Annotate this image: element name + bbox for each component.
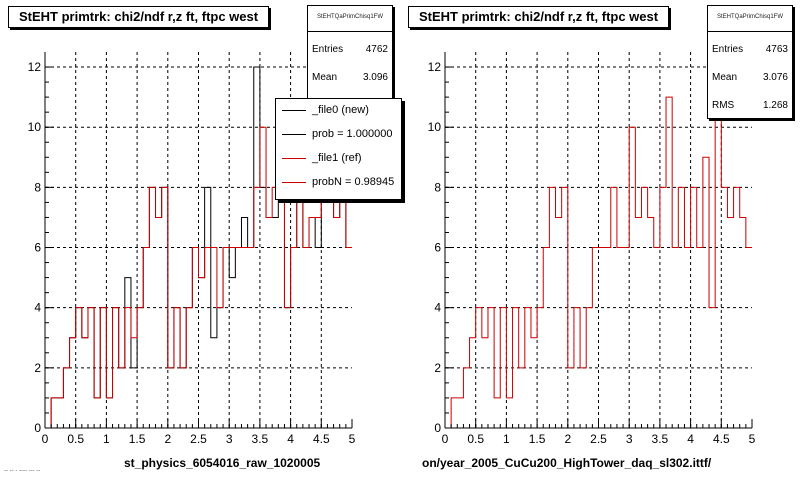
right-histogram-pad: 0 0.5 1 1.5 2 2.5 3 3.5 4 4.5 5 0 2 4 6 8 10 12 StEHT pri… bbox=[400, 0, 800, 480]
right-ytick-label: 10 bbox=[428, 120, 442, 134]
right-series-ref-line bbox=[445, 66, 752, 429]
right-xtick-label: 0 bbox=[442, 432, 449, 446]
left-plot-title: StEHT primtrk: chi2/ndf r,z ft, ftpc wes… bbox=[8, 6, 270, 28]
right-stats-row-mean: Mean 3.076 bbox=[712, 72, 788, 83]
left-stats-mean-value: 3.096 bbox=[362, 72, 388, 83]
footer-note: -- -- - ---- --- -- bbox=[4, 468, 41, 474]
right-ytick-label: 0 bbox=[434, 421, 441, 435]
left-stats-entries-value: 4762 bbox=[365, 44, 388, 55]
right-xtick-label: 5 bbox=[749, 432, 756, 446]
left-ytick-label: 0 bbox=[34, 421, 41, 435]
right-stats-histname: StEHTQaPrimChisq1FW bbox=[716, 14, 783, 20]
right-stats-row-entries: Entries 4763 bbox=[712, 44, 788, 55]
right-stats-mean-label: Mean bbox=[712, 72, 738, 83]
left-ytick-label: 10 bbox=[28, 120, 42, 134]
legend-entry-ref: _file1 (ref) bbox=[282, 149, 362, 167]
right-xtick-label: 2.5 bbox=[590, 432, 607, 446]
left-xtick-label: 1.5 bbox=[129, 432, 146, 446]
left-stats-divider bbox=[308, 31, 392, 32]
right-ytick-label: 8 bbox=[434, 180, 441, 194]
legend-entry-new: _file0 (new) bbox=[282, 101, 369, 119]
right-ytick-label: 2 bbox=[434, 361, 441, 375]
left-xtick-label: 0 bbox=[42, 432, 49, 446]
left-stats-entries-label: Entries bbox=[312, 44, 344, 55]
right-xtick-label: 2 bbox=[564, 432, 571, 446]
left-xtick-label: 3.5 bbox=[252, 432, 269, 446]
right-histogram-plot: 0 0.5 1 1.5 2 2.5 3 3.5 4 4.5 5 0 2 4 6 8 10 12 bbox=[428, 52, 756, 446]
right-stats-rms-value: 1.268 bbox=[762, 100, 788, 111]
right-plot-title: StEHT primtrk: chi2/ndf r,z ft, ftpc wes… bbox=[408, 6, 670, 28]
right-xtick-label: 4.5 bbox=[713, 432, 730, 446]
right-stats-divider bbox=[708, 31, 792, 32]
left-ytick-label: 4 bbox=[34, 301, 41, 315]
legend-label-prob: prob = 1.000000 bbox=[312, 128, 393, 140]
right-stats-entries-value: 4763 bbox=[765, 44, 788, 55]
right-stats-rms-label: RMS bbox=[712, 100, 735, 111]
left-ytick-label: 6 bbox=[34, 241, 41, 255]
right-stats-mean-value: 3.076 bbox=[762, 72, 788, 83]
right-xtick-label: 1.5 bbox=[529, 432, 546, 446]
right-xtick-label: 3 bbox=[626, 432, 633, 446]
legend-swatch-new bbox=[282, 109, 306, 111]
right-x-axis-label: on/year_2005_CuCu200_HighTower_daq_sl302… bbox=[422, 456, 712, 470]
right-grid bbox=[445, 52, 752, 428]
left-stats-row-mean: Mean 3.096 bbox=[312, 72, 388, 83]
legend-entry-probn: probN = 0.98945 bbox=[282, 173, 394, 191]
legend-label-probn: probN = 0.98945 bbox=[312, 176, 395, 188]
left-stats-row-entries: Entries 4762 bbox=[312, 44, 388, 55]
legend-swatch-prob bbox=[282, 133, 306, 135]
right-ytick-label: 12 bbox=[428, 60, 442, 74]
left-ytick-label: 8 bbox=[34, 180, 41, 194]
right-stats-row-rms: RMS 1.268 bbox=[712, 100, 788, 111]
left-xtick-label: 2 bbox=[164, 432, 171, 446]
right-ytick-label: 6 bbox=[434, 241, 441, 255]
legend-label-new: _file0 (new) bbox=[312, 104, 369, 116]
left-xtick-label: 1 bbox=[103, 432, 110, 446]
right-xtick-label: 4 bbox=[687, 432, 694, 446]
left-legend: _file0 (new) prob = 1.000000 _file1 (ref… bbox=[275, 98, 402, 200]
right-ytick-label: 4 bbox=[434, 301, 441, 315]
left-xtick-label: 2.5 bbox=[190, 432, 207, 446]
left-xtick-label: 0.5 bbox=[67, 432, 84, 446]
right-xtick-label: 1 bbox=[503, 432, 510, 446]
right-xtick-label: 3.5 bbox=[652, 432, 669, 446]
left-histogram-pad: 0 0.5 1 1.5 2 2.5 3 3.5 4 4.5 5 0 2 4 6 8 10 12 StEHT pri… bbox=[8, 5, 402, 470]
legend-swatch-ref bbox=[282, 157, 306, 159]
left-x-axis-label: st_physics_6054016_raw_1020005 bbox=[124, 456, 321, 470]
right-xtick-label: 0.5 bbox=[467, 432, 484, 446]
left-xtick-label: 5 bbox=[349, 432, 356, 446]
left-histogram-plot: 0 0.5 1 1.5 2 2.5 3 3.5 4 4.5 5 0 2 4 6 8 10 12 bbox=[28, 52, 356, 446]
legend-entry-prob: prob = 1.000000 bbox=[282, 125, 392, 143]
left-ytick-label: 2 bbox=[34, 361, 41, 375]
left-xtick-label: 3 bbox=[226, 432, 233, 446]
left-ytick-label: 12 bbox=[28, 60, 42, 74]
left-stats-histname: StEHTQaPrimChisq1FW bbox=[316, 14, 383, 20]
legend-swatch-probn bbox=[282, 181, 306, 183]
right-stats-box: StEHTQaPrimChisq1FW Entries 4763 Mean 3.… bbox=[707, 5, 793, 119]
right-stats-entries-label: Entries bbox=[712, 44, 744, 55]
left-stats-mean-label: Mean bbox=[312, 72, 338, 83]
left-xtick-label: 4.5 bbox=[313, 432, 330, 446]
left-xtick-label: 4 bbox=[287, 432, 294, 446]
legend-label-ref: _file1 (ref) bbox=[312, 152, 362, 164]
